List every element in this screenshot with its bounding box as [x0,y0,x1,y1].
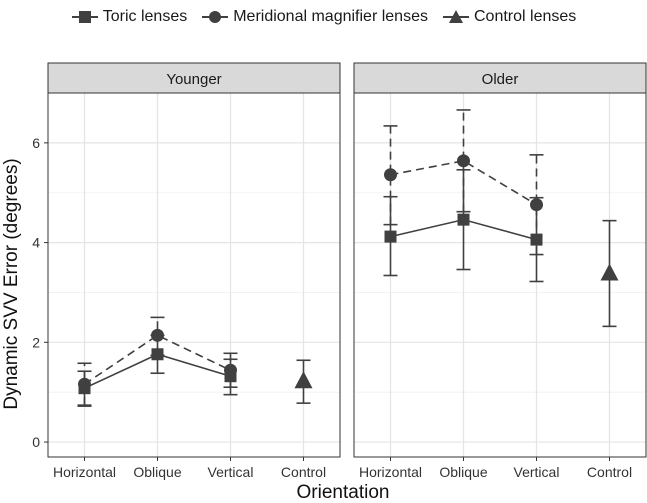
x-tick-label: Control [587,464,632,480]
y-tick-label: 6 [32,135,40,151]
legend-item-control: Control lenses [442,8,576,26]
square-point-oblique [457,213,470,226]
panel-title: Older [482,71,519,88]
x-tick-label: Horizontal [53,464,116,480]
x-tick-label: Vertical [514,464,560,480]
y-tick-label: 2 [32,334,40,350]
circle-series-line [84,334,231,385]
panel-border [47,92,341,458]
circle-marker-icon [202,11,229,23]
legend-item-meridional: Meridional magnifier lenses [201,8,428,26]
circle-point-oblique [457,154,470,168]
error-bar [456,109,471,213]
triangle-point-control [294,371,313,389]
x-tick-label: Vertical [208,464,254,480]
x-tick-label: Oblique [133,464,181,480]
x-tick-label: Control [281,464,326,480]
panel-younger: Younger Horizontal Oblique Vertical Control 0… [32,62,341,480]
triangle-marker-icon [442,10,469,23]
triangle-point-control [600,263,619,281]
circle-point-horizontal [78,377,91,391]
legend-label-meridional: Meridional magnifier lenses [233,8,428,25]
panel-title: Younger [166,71,221,88]
y-tick-label: 4 [32,235,40,251]
circle-series [383,109,544,256]
plot-area [354,93,646,457]
legend-item-toric: Toric lenses [71,8,187,26]
y-axis-title: Dynamic SVV Error (degrees) [1,158,22,409]
circle-point-vertical [530,198,543,212]
x-axis-title: Orientation [297,482,390,503]
circle-point-horizontal [384,168,397,182]
circle-point-oblique [151,328,164,342]
legend: Toric lenses Meridional magnifier lenses… [0,4,647,30]
y-tick-label: 0 [32,434,40,450]
legend-label-toric: Toric lenses [102,8,188,25]
circle-series [77,316,238,406]
x-tick-label: Oblique [439,464,487,480]
plot-area [48,93,340,457]
circle-point-vertical [224,363,237,377]
triangle-series [294,359,313,404]
panel-border [353,92,647,458]
error-bar [529,154,544,256]
panel-older: Older Horizontal Oblique Vertical Control [353,62,647,480]
square-point-horizontal [384,230,397,243]
legend-label-control: Control lenses [473,8,577,25]
circle-series-line [390,159,537,206]
triangle-series [600,219,619,328]
x-tick-label: Horizontal [359,464,422,480]
panel-strip [353,62,647,94]
error-bar [383,125,398,226]
square-marker-icon [71,11,98,23]
